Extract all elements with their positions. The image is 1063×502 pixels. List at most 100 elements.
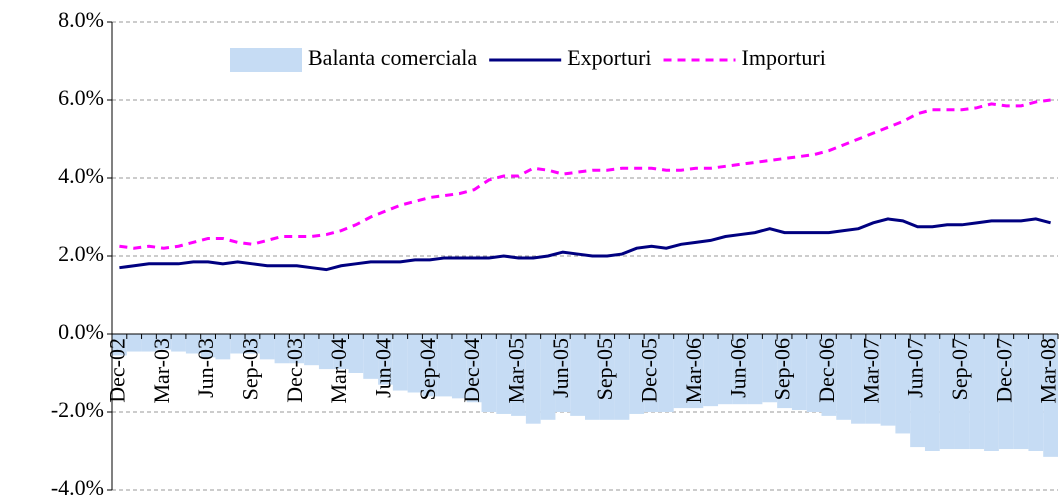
x-tick-label: Mar-08 bbox=[1036, 338, 1061, 404]
bar bbox=[525, 334, 541, 424]
bar bbox=[1043, 334, 1058, 457]
bar bbox=[599, 334, 615, 420]
bar bbox=[156, 334, 172, 350]
bar bbox=[629, 334, 645, 414]
y-tick-label: -4.0% bbox=[51, 475, 104, 500]
bar bbox=[466, 334, 482, 403]
bar bbox=[747, 334, 763, 405]
bar bbox=[703, 334, 719, 407]
x-tick-label: Jun-07 bbox=[903, 338, 928, 398]
line bbox=[119, 98, 1051, 250]
bar bbox=[865, 334, 881, 424]
bar bbox=[200, 334, 216, 358]
bar bbox=[171, 334, 186, 352]
y-tick-label: 4.0% bbox=[58, 163, 104, 188]
bar bbox=[895, 334, 911, 434]
x-tick-label: Jun-06 bbox=[725, 338, 750, 398]
y-tick-label: 0.0% bbox=[58, 319, 104, 344]
y-tick-label: 8.0% bbox=[58, 7, 104, 32]
bar bbox=[614, 334, 630, 420]
bar bbox=[806, 334, 822, 412]
x-tick-label: Sep-07 bbox=[947, 338, 972, 400]
bar bbox=[673, 334, 689, 409]
x-tick-label: Dec-03 bbox=[282, 338, 307, 403]
y-tick-label: -2.0% bbox=[51, 397, 104, 422]
x-tick-label: Sep-06 bbox=[770, 338, 795, 400]
x-tick-label: Jun-05 bbox=[548, 338, 573, 398]
legend-label: Balanta comerciala bbox=[308, 45, 477, 70]
bar bbox=[658, 334, 674, 412]
bar bbox=[378, 334, 393, 385]
bar bbox=[392, 334, 408, 391]
x-tick-label: Mar-07 bbox=[858, 338, 883, 404]
bar bbox=[924, 334, 940, 451]
bar bbox=[939, 334, 955, 450]
bar bbox=[998, 334, 1014, 450]
legend-swatch bbox=[230, 48, 302, 72]
bar bbox=[451, 334, 467, 399]
bar bbox=[318, 334, 334, 370]
bar bbox=[821, 334, 837, 416]
bar bbox=[644, 334, 659, 412]
x-tick-label: Jun-04 bbox=[371, 338, 396, 398]
bar bbox=[732, 334, 748, 405]
bar bbox=[688, 334, 704, 409]
bar bbox=[969, 334, 985, 450]
x-tick-label: Dec-07 bbox=[991, 338, 1016, 403]
line bbox=[119, 217, 1051, 272]
bar bbox=[496, 334, 512, 414]
bar bbox=[215, 334, 231, 360]
bar bbox=[511, 334, 526, 416]
bar bbox=[851, 334, 866, 424]
x-tick-label: Mar-05 bbox=[504, 338, 529, 404]
bar bbox=[585, 334, 600, 420]
legend-label: Exporturi bbox=[567, 45, 651, 70]
bar bbox=[333, 334, 349, 370]
x-tick-label: Sep-03 bbox=[237, 338, 262, 400]
bar bbox=[791, 334, 807, 411]
bar bbox=[1013, 334, 1029, 450]
bar bbox=[289, 334, 305, 364]
bar bbox=[437, 334, 452, 397]
legend-label: Importuri bbox=[742, 45, 826, 70]
bar bbox=[777, 334, 792, 409]
x-tick-label: Dec-04 bbox=[459, 338, 484, 403]
bar bbox=[836, 334, 852, 420]
bar bbox=[126, 334, 142, 352]
bar bbox=[185, 334, 201, 354]
bar bbox=[718, 334, 733, 405]
bar bbox=[407, 334, 423, 393]
bar bbox=[1028, 334, 1044, 451]
bar bbox=[481, 334, 497, 412]
bar bbox=[984, 334, 999, 451]
x-tick-label: Mar-04 bbox=[326, 338, 351, 404]
x-tick-label: Mar-06 bbox=[681, 338, 706, 404]
bar bbox=[230, 334, 246, 354]
x-tick-label: Sep-04 bbox=[415, 338, 440, 400]
bar bbox=[363, 334, 379, 379]
bar bbox=[762, 334, 778, 403]
bar bbox=[540, 334, 556, 420]
x-tick-label: Dec-02 bbox=[104, 338, 129, 403]
x-tick-label: Sep-05 bbox=[592, 338, 617, 400]
x-tick-label: Dec-05 bbox=[637, 338, 662, 403]
bar bbox=[910, 334, 925, 448]
x-tick-label: Jun-03 bbox=[193, 338, 218, 398]
x-tick-label: Dec-06 bbox=[814, 338, 839, 403]
x-tick-label: Mar-03 bbox=[149, 338, 174, 404]
bar bbox=[348, 334, 364, 373]
bar bbox=[304, 334, 319, 366]
bar bbox=[245, 334, 260, 354]
bar bbox=[570, 334, 585, 416]
bar bbox=[259, 334, 275, 360]
bar bbox=[112, 334, 127, 356]
bar bbox=[880, 334, 896, 426]
bar bbox=[141, 334, 157, 352]
bar bbox=[274, 334, 290, 364]
y-tick-label: 6.0% bbox=[58, 85, 104, 110]
bar bbox=[555, 334, 571, 412]
bar bbox=[422, 334, 438, 397]
y-tick-label: 2.0% bbox=[58, 241, 104, 266]
bar bbox=[954, 334, 970, 450]
